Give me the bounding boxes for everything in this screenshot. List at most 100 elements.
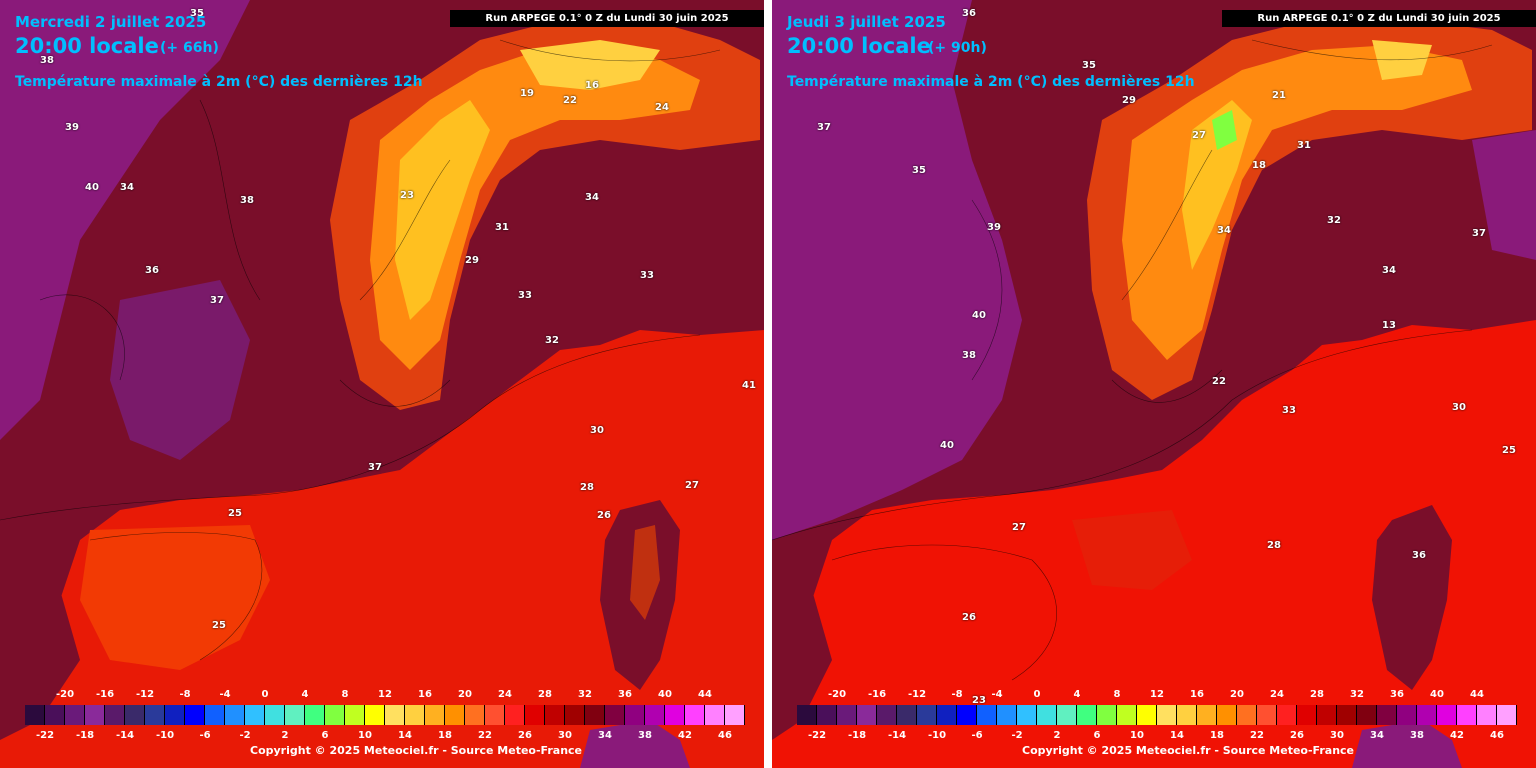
legend-bottom-label: 30 [558, 730, 572, 741]
map-value: 41 [742, 380, 756, 391]
legend-bottom-label: -14 [887, 730, 907, 741]
legend-color-swatch [685, 705, 705, 725]
legend-bottom-label: 6 [1093, 730, 1101, 741]
legend-bottom-label: -10 [155, 730, 175, 741]
map-value: 31 [1297, 140, 1311, 151]
legend-color-swatch [205, 705, 225, 725]
legend-top-label: 40 [658, 689, 672, 700]
legend-bottom-label: -14 [115, 730, 135, 741]
map-value: 18 [1252, 160, 1266, 171]
legend-bottom-label: 46 [718, 730, 732, 741]
copyright-notice: Copyright © 2025 Meteociel.fr - Source M… [1022, 744, 1355, 757]
legend-bottom-label: -2 [1011, 730, 1023, 741]
map-value: 24 [655, 102, 669, 113]
legend-top-label: -8 [951, 689, 963, 700]
legend-bottom-label: 14 [398, 730, 412, 741]
legend-color-swatch [1177, 705, 1197, 725]
legend-color-swatch [325, 705, 345, 725]
map-value: 38 [240, 195, 254, 206]
legend-top-label: 8 [1113, 689, 1121, 700]
legend-color-swatch [545, 705, 565, 725]
legend-top-label: 20 [1230, 689, 1244, 700]
temperature-map [0, 0, 764, 768]
parameter-title: Température maximale à 2m (°C) des derni… [15, 74, 423, 90]
map-value: 37 [817, 122, 831, 133]
legend-top-label: -4 [219, 689, 231, 700]
legend-color-bar [797, 705, 1517, 725]
map-value: 23 [972, 695, 986, 706]
forecast-date: Jeudi 3 juillet 2025 [787, 13, 946, 31]
legend-color-swatch [225, 705, 245, 725]
map-value: 16 [585, 80, 599, 91]
legend-bottom-labels: -22 -18 -14 -10 -6 -2 2 6 10 14 18 22 26 30 34 38 42 46 [797, 730, 1517, 744]
legend-bottom-label: -2 [239, 730, 251, 741]
legend-color-swatch [345, 705, 365, 725]
legend-bottom-label: -18 [847, 730, 867, 741]
legend-color-swatch [185, 705, 205, 725]
legend-top-label: 44 [1470, 689, 1484, 700]
legend-color-swatch [977, 705, 997, 725]
map-value: 25 [1502, 445, 1516, 456]
color-scale-legend: -20 -16 -12 -8 -4 0 4 8 12 16 20 24 28 32 36 40 44 -22 -1… [797, 689, 1517, 749]
legend-color-swatch [145, 705, 165, 725]
legend-top-labels: -20 -16 -12 -8 -4 0 4 8 12 16 20 24 28 32 36 40 44 [25, 689, 745, 703]
legend-color-swatch [797, 705, 817, 725]
legend-top-label: 4 [301, 689, 309, 700]
map-value: 38 [40, 55, 54, 66]
legend-top-label: 0 [261, 689, 269, 700]
legend-color-swatch [265, 705, 285, 725]
legend-color-swatch [1297, 705, 1317, 725]
run-info-bar: Run ARPEGE 0.1° 0 Z du Lundi 30 juin 202… [450, 10, 764, 27]
map-value: 26 [962, 612, 976, 623]
map-value: 36 [1412, 550, 1426, 561]
color-scale-legend: -20 -16 -12 -8 -4 0 4 8 12 16 20 24 28 32 36 40 44 -22 -1… [25, 689, 745, 749]
legend-color-swatch [1037, 705, 1057, 725]
legend-bottom-label: -18 [75, 730, 95, 741]
map-value: 32 [545, 335, 559, 346]
legend-top-label: 24 [1270, 689, 1284, 700]
legend-top-label: -20 [827, 689, 847, 700]
legend-color-swatch [1217, 705, 1237, 725]
legend-top-label: 40 [1430, 689, 1444, 700]
legend-color-swatch [285, 705, 305, 725]
map-value: 28 [580, 482, 594, 493]
legend-color-swatch [405, 705, 425, 725]
legend-top-label: -16 [95, 689, 115, 700]
map-value: 21 [1272, 90, 1286, 101]
map-value: 37 [1472, 228, 1486, 239]
legend-color-swatch [1397, 705, 1417, 725]
map-value: 35 [912, 165, 926, 176]
legend-color-swatch [1257, 705, 1277, 725]
legend-color-swatch [305, 705, 325, 725]
map-value: 37 [210, 295, 224, 306]
map-value: 34 [120, 182, 134, 193]
legend-top-label: 36 [618, 689, 632, 700]
map-value: 26 [597, 510, 611, 521]
legend-top-label: 20 [458, 689, 472, 700]
map-value: 30 [590, 425, 604, 436]
copyright-notice: Copyright © 2025 Meteociel.fr - Source M… [250, 744, 583, 757]
legend-color-swatch [125, 705, 145, 725]
legend-top-label: -12 [907, 689, 927, 700]
map-value: 25 [228, 508, 242, 519]
legend-bottom-label: 14 [1170, 730, 1184, 741]
legend-color-swatch [585, 705, 605, 725]
legend-color-swatch [1097, 705, 1117, 725]
legend-top-label: 28 [1310, 689, 1324, 700]
map-value: 33 [1282, 405, 1296, 416]
legend-bottom-label: 10 [1130, 730, 1144, 741]
legend-color-swatch [525, 705, 545, 725]
legend-color-swatch [445, 705, 465, 725]
parameter-title: Température maximale à 2m (°C) des derni… [787, 74, 1195, 90]
legend-bottom-label: 18 [438, 730, 452, 741]
map-value: 25 [212, 620, 226, 631]
legend-color-bar [25, 705, 745, 725]
legend-bottom-label: 22 [1250, 730, 1264, 741]
forecast-lead-time: (+ 66h) [160, 40, 219, 56]
legend-color-swatch [605, 705, 625, 725]
legend-top-label: 44 [698, 689, 712, 700]
legend-bottom-label: 2 [281, 730, 289, 741]
legend-color-swatch [625, 705, 645, 725]
legend-bottom-label: 22 [478, 730, 492, 741]
legend-bottom-label: 34 [598, 730, 612, 741]
